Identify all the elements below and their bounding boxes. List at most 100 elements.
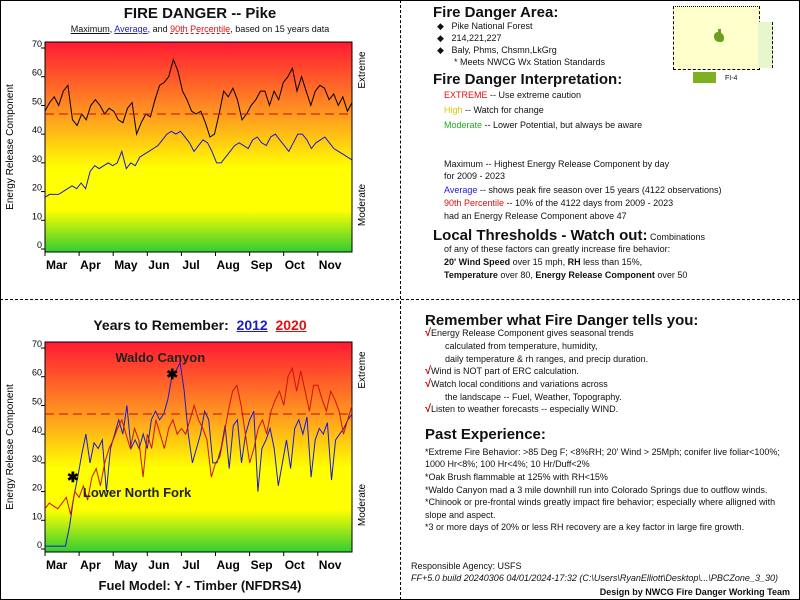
area-bullet: ◆ Pike National Forest [437, 21, 533, 31]
series-2020-line [44, 366, 353, 515]
y-tick-label: 10 [32, 211, 42, 221]
area-bullet: ◆ 214,221,227 [437, 33, 502, 43]
max-desc-2: for 2009 - 2023 [444, 171, 506, 181]
y-axis-label: Energy Release Component [5, 384, 16, 510]
rh-label: RH [567, 257, 581, 267]
remember-text: Wind is NOT part of ERC calculation. [431, 366, 579, 376]
remember-text: Energy Release Component gives seasonal … [431, 328, 634, 338]
bottom-years-chart: 0 10 20 30 40 50 60 70 Mar Apr May Jun Jul Aug Sep Oct N… [5, 339, 368, 572]
series-2012-line [45, 360, 353, 547]
sep: , and [147, 24, 171, 34]
moderate-text: -- Lower Potential, but always be aware [482, 120, 643, 130]
wind-label: 20' Wind Speed [444, 257, 511, 267]
past-line: *Waldo Canyon mad a 3 mile downhill run … [425, 485, 768, 495]
wind-text: over 15 mph, [510, 257, 568, 267]
remember-item: √Listen to weather forecasts -- especial… [425, 404, 618, 415]
series-average-line [44, 130, 353, 198]
rh-text: less than 15%, [580, 257, 643, 267]
legend-average: Average [114, 24, 148, 34]
y-tick-label: 70 [32, 39, 42, 49]
high-label: High [444, 105, 463, 115]
responsible-agency: Responsible Agency: USFS [411, 561, 522, 571]
check-icon: √ [425, 403, 432, 415]
x-tick-label: Aug [217, 258, 240, 272]
past-line: *Extreme Fire Behavior: >85 Deg F; <8%RH… [425, 447, 780, 457]
extreme-side-label: Extreme [357, 351, 368, 389]
high-text: -- Watch for change [462, 105, 544, 115]
y-tick-label: 20 [32, 183, 42, 193]
area-map-inset [758, 22, 773, 68]
interp-extreme: EXTREME -- Use extreme caution [444, 90, 581, 101]
moderate-side-label: Moderate [357, 483, 368, 526]
remember-item: √Energy Release Component gives seasonal… [425, 328, 634, 339]
y-tick-label: 0 [37, 540, 42, 550]
extreme-text: -- Use extreme caution [487, 90, 582, 100]
past-heading: Past Experience: [425, 426, 546, 443]
x-tick-label: Apr [80, 558, 101, 572]
lower-north-fork-annotation: Lower North Fork [83, 485, 192, 500]
temp-label: Temperature [444, 270, 498, 280]
p90-desc-2: had an Energy Release Component above 47 [444, 211, 627, 221]
check-icon: √ [425, 327, 432, 339]
x-tick-label: Apr [80, 258, 101, 272]
interp-moderate: Moderate -- Lower Potential, but always … [444, 120, 642, 131]
erc-label: Energy Release Component [535, 270, 655, 280]
vertical-divider [400, 0, 401, 600]
fire-area-shape [718, 29, 721, 35]
bullet-text: Baly, Phms, Chsmn,LkGrg [451, 45, 557, 55]
past-line: slope and aspect. [425, 510, 496, 520]
interpretation-heading: Fire Danger Interpretation: [433, 71, 623, 88]
y-tick-label: 50 [32, 96, 42, 106]
legend-2020: 2020 [275, 317, 307, 333]
y-axis-label: Energy Release Component [5, 84, 16, 210]
y-tick-label: 60 [32, 368, 42, 378]
bullet-text: Pike National Forest [451, 21, 533, 31]
temp-text: over 80, [497, 270, 536, 280]
legend-90th: 90th Percentile [170, 24, 231, 34]
p90-label: 90th Percentile [444, 198, 505, 208]
x-tick-label: Jul [182, 558, 199, 572]
waldo-canyon-marker-icon: ✱ [166, 366, 178, 382]
past-line: *3 or more days of 20% or less RH recove… [425, 522, 745, 532]
x-tick-label: Nov [319, 258, 342, 272]
remember-text: Listen to weather forecasts -- especiall… [431, 404, 619, 414]
thresholds-line1: of any of these factors can greatly incr… [444, 244, 671, 254]
y-tick-label: 30 [32, 154, 42, 164]
thresholds-title: Local Thresholds - Watch out: [433, 227, 648, 244]
top-chart-subtitle: Maximum, Average, and 90th Percentile, b… [0, 24, 400, 35]
design-credit: Design by NWCG Fire Danger Working Team [599, 587, 790, 597]
thresholds-heading: Local Thresholds - Watch out: Combinatio… [433, 227, 705, 246]
series-maximum-line [44, 57, 353, 138]
thresholds-line3: Temperature over 80, Energy Release Comp… [444, 270, 687, 281]
p90-text: -- 10% of the 4122 days from 2009 - 2023 [504, 198, 674, 208]
x-tick-label: Sep [251, 258, 273, 272]
moderate-side-label: Moderate [357, 183, 368, 226]
past-line: *Oak Brush flammable at 125% with RH<15% [425, 472, 608, 482]
x-tick-label: Jun [148, 258, 169, 272]
waldo-canyon-annotation: Waldo Canyon [115, 350, 205, 365]
top-chart-title: FIRE DANGER -- Pike [123, 5, 277, 22]
plot-background [44, 41, 353, 253]
past-line: *Chinook or pre-frontal winds greatly im… [425, 497, 776, 507]
past-line: 1000 Hr<8%; 100 Hr<4%; 10 Hr/Duff<2% [425, 459, 590, 469]
y-tick-label: 60 [32, 68, 42, 78]
y-tick-label: 30 [32, 454, 42, 464]
subtitle-rest: , based on 15 years data [230, 24, 330, 34]
x-tick-label: Mar [46, 558, 68, 572]
y-tick-label: 40 [32, 425, 42, 435]
x-tick-label: Oct [285, 558, 305, 572]
station-note: * Meets NWCG Wx Station Standards [454, 57, 606, 67]
top-erc-chart: 0 10 20 30 40 50 60 70 Mar Apr May Jun Jul Aug Sep Oct N… [5, 39, 368, 272]
check-icon: √ [425, 365, 432, 377]
x-tick-label: Aug [217, 558, 240, 572]
x-tick-label: Mar [46, 258, 68, 272]
bottom-chart-title: Years to Remember: 2012 2020 [0, 317, 400, 334]
y-tick-label: 20 [32, 483, 42, 493]
x-tick-label: May [114, 558, 138, 572]
check-icon: √ [425, 378, 432, 390]
max-desc: Maximum -- Highest Energy Release Compon… [444, 159, 670, 169]
bullet-text: 214,221,227 [451, 33, 502, 43]
avg-desc: Average -- shows peak fire season over 1… [444, 185, 721, 196]
y-tick-label: 40 [32, 125, 42, 135]
legend-maximum: Maximum [70, 24, 110, 34]
